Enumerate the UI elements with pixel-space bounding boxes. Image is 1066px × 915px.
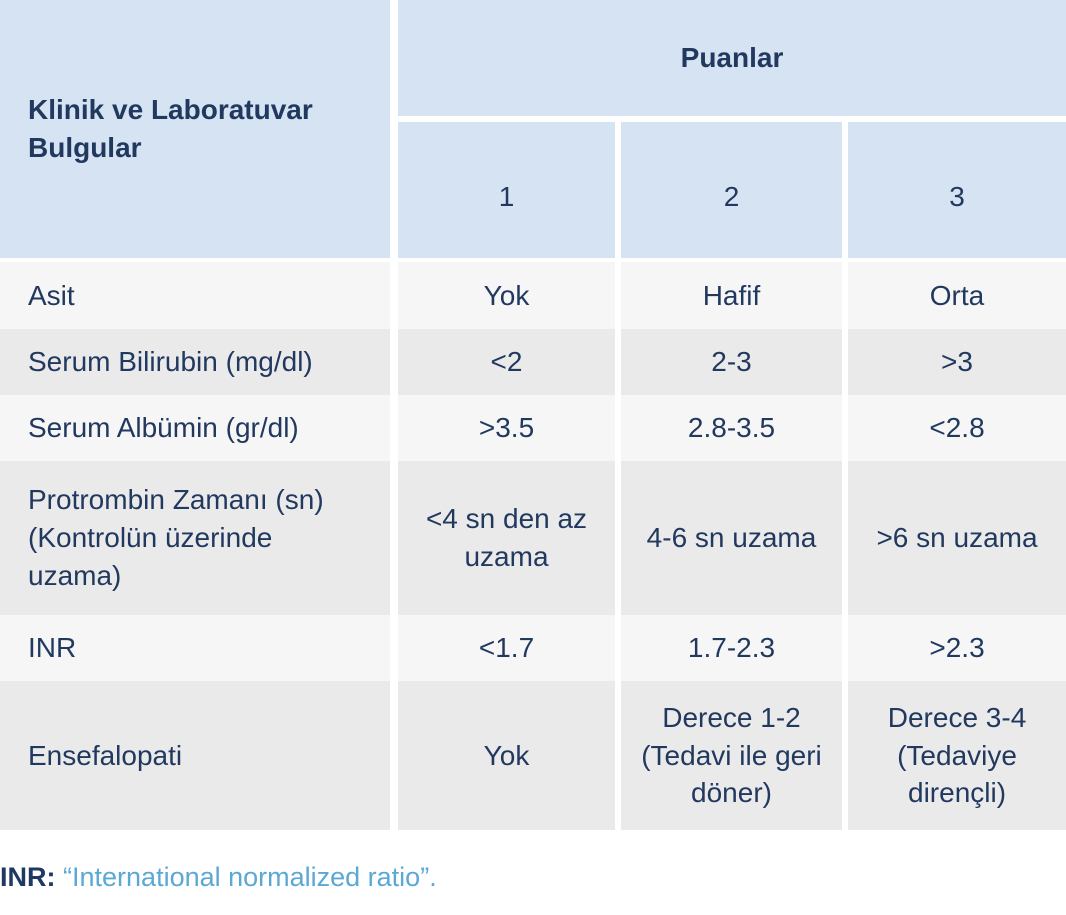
score-cell: 2.8-3.5 [621,395,848,461]
score-column-3: 3 [848,122,1066,262]
score-cell: Orta [848,262,1066,329]
score-cell: >3 [848,329,1066,395]
score-cell: <1.7 [398,615,621,681]
footnote-definition: “International normalized ratio”. [63,862,437,892]
score-cell: 1.7-2.3 [621,615,848,681]
table-row-ensefalopati: Ensefalopati Yok Derece 1-2 (Tedavi ile … [0,681,1066,830]
table-row-albumin: Serum Albümin (gr/dl) >3.5 2.8-3.5 <2.8 [0,395,1066,461]
score-column-2: 2 [621,122,848,262]
table-row-asit: Asit Yok Hafif Orta [0,262,1066,329]
table-row-protrombin: Protrombin Zamanı (sn) (Kontrolün üzerin… [0,461,1066,615]
header-row-scores: 1 2 3 [0,122,1066,262]
score-cell: <4 sn den az uzama [398,461,621,615]
score-cell: Hafif [621,262,848,329]
footnote-term: INR: [0,862,56,892]
row-label: INR [0,615,398,681]
table-row-inr: INR <1.7 1.7-2.3 >2.3 [0,615,1066,681]
score-cell: >3.5 [398,395,621,461]
row-label: Serum Albümin (gr/dl) [0,395,398,461]
row-label: Ensefalopati [0,681,398,830]
score-cell: 2-3 [621,329,848,395]
table-row-bilirubin: Serum Bilirubin (mg/dl) <2 2-3 >3 [0,329,1066,395]
score-cell: Yok [398,262,621,329]
group-header-puanlar: Puanlar [398,0,1066,122]
child-pugh-score-table: Klinik ve Laboratuvar Bulgular Puanlar 1… [0,0,1066,830]
score-cell: 4-6 sn uzama [621,461,848,615]
footnote: INR: “International normalized ratio”. [0,860,1066,895]
row-label: Protrombin Zamanı (sn) (Kontrolün üzerin… [0,461,398,615]
score-cell: Derece 1-2 (Tedavi ile geri döner) [621,681,848,830]
score-cell: <2 [398,329,621,395]
row-label: Asit [0,262,398,329]
score-cell: >2.3 [848,615,1066,681]
score-cell: <2.8 [848,395,1066,461]
corner-header-cell: Klinik ve Laboratuvar Bulgular [0,0,398,262]
score-cell: Derece 3-4 (Tedaviye dirençli) [848,681,1066,830]
header-row-group: Klinik ve Laboratuvar Bulgular Puanlar [0,0,1066,262]
score-column-1: 1 [398,122,621,262]
row-label: Serum Bilirubin (mg/dl) [0,329,398,395]
score-cell: >6 sn uzama [848,461,1066,615]
score-cell: Yok [398,681,621,830]
